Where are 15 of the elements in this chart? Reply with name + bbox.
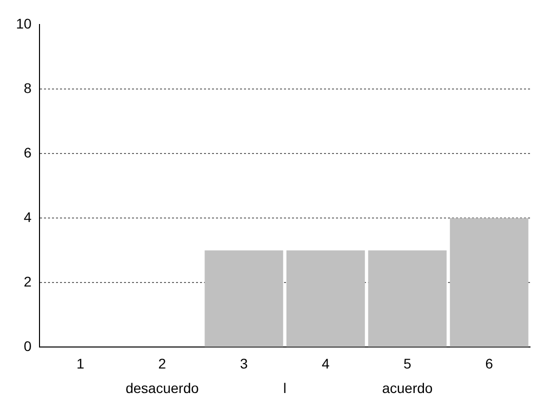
y-tick-label: 4 bbox=[24, 208, 32, 225]
y-tick-label: 0 bbox=[24, 338, 32, 354]
y-tick-label: 2 bbox=[24, 274, 32, 290]
x-tick-label: 6 bbox=[485, 355, 494, 372]
x-tick-label: 4 bbox=[322, 355, 330, 372]
y-tick-label: 10 bbox=[16, 15, 32, 32]
text: acuerdo bbox=[382, 380, 433, 396]
x-tick-label: 3 bbox=[240, 355, 248, 372]
text: desacuerdo bbox=[126, 380, 199, 396]
text: l bbox=[283, 380, 286, 396]
y-tick-label: 8 bbox=[24, 80, 32, 96]
y-tick-label: 6 bbox=[24, 144, 32, 160]
x-tick-label: 5 bbox=[403, 355, 412, 372]
x-tick-label: 2 bbox=[158, 355, 166, 372]
x-tick-label: 1 bbox=[76, 355, 85, 372]
